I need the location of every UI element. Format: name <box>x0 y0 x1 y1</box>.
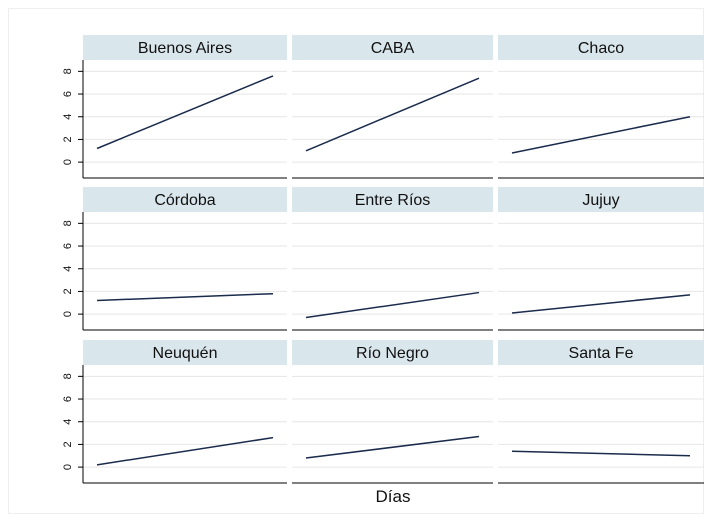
y-tick-label: 2 <box>62 136 74 142</box>
y-tick-label: 8 <box>62 68 74 74</box>
y-tick-label: 6 <box>62 91 74 97</box>
line <box>96 292 274 302</box>
panel-header <box>83 340 287 365</box>
panel-header <box>292 340 493 365</box>
y-tick-label: 6 <box>62 243 74 249</box>
line <box>305 435 480 459</box>
panel-title: Santa Fe <box>569 345 634 362</box>
line <box>511 450 691 457</box>
panel-title: Chaco <box>578 40 624 57</box>
panel-header <box>83 187 287 212</box>
panel-title: Entre Ríos <box>355 192 431 209</box>
y-tick-label: 4 <box>62 266 74 272</box>
y-tick-label: 4 <box>62 419 74 425</box>
panel-title: Neuquén <box>153 345 218 362</box>
line <box>511 115 691 154</box>
y-tick-label: 2 <box>62 288 74 294</box>
y-tick-label: 2 <box>62 441 74 447</box>
line <box>96 436 274 466</box>
panel-header <box>292 35 493 60</box>
panel-title: Córdoba <box>154 192 215 209</box>
panel-header <box>498 340 704 365</box>
y-tick-label: 8 <box>62 373 74 379</box>
panel-title: CABA <box>371 40 415 57</box>
y-tick-label: 6 <box>62 396 74 402</box>
line <box>305 291 480 319</box>
panel-header <box>292 187 493 212</box>
line <box>96 75 274 150</box>
panel-header <box>498 35 704 60</box>
y-tick-label: 0 <box>62 311 74 317</box>
panel-header <box>83 35 287 60</box>
line <box>511 294 691 314</box>
y-tick-label: 8 <box>62 220 74 226</box>
background <box>8 8 704 514</box>
panel-title: Jujuy <box>582 192 619 209</box>
y-tick-label: 4 <box>62 114 74 120</box>
line <box>305 77 480 152</box>
x-axis-label: Días <box>376 487 411 506</box>
panel-title: Buenos Aires <box>138 40 232 57</box>
y-tick-label: 0 <box>62 159 74 165</box>
panel-header <box>498 187 704 212</box>
panel-title: Río Negro <box>356 345 429 362</box>
y-tick-label: 0 <box>62 464 74 470</box>
